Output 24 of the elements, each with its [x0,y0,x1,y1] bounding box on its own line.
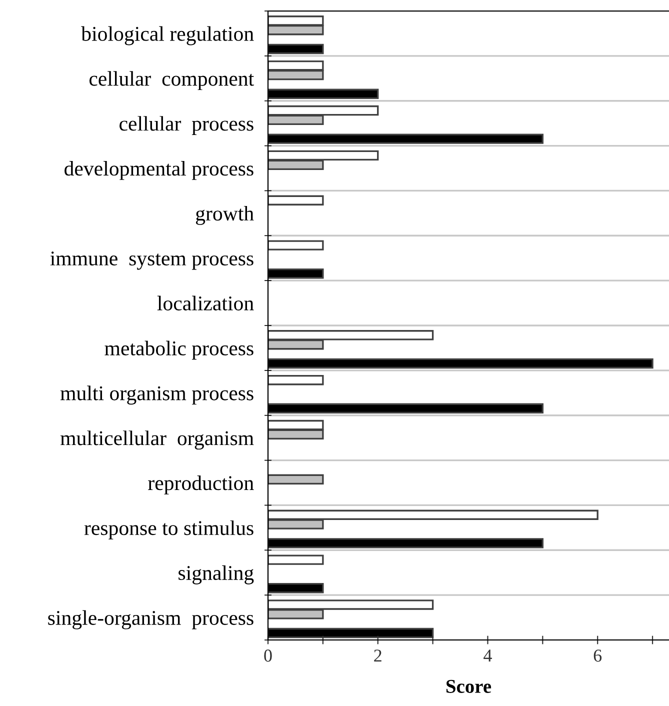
y-tick-label: signaling [178,565,254,584]
x-tick-label: 4 [484,650,492,662]
bar [268,554,324,565]
y-tick-label: multicellular organism [60,430,254,450]
y-tick-label: multi organism process [60,386,254,405]
bar [268,195,324,206]
x-axis-title: Score [446,680,492,693]
y-tick-label: immune system process [50,252,254,270]
y-tick-label: cellular component [89,71,254,90]
y-tick-label: biological regulation [81,26,254,46]
y-tick-label: response to stimulus [84,520,254,540]
y-tick-label: growth [196,206,254,225]
y-tick-label: localization [157,296,254,310]
y-tick-label: developmental process [64,161,254,180]
x-tick-label: 2 [374,650,382,662]
bar [268,240,324,250]
y-tick-label: single-organism process [48,610,254,630]
x-tick-label: 0 [264,650,272,662]
y-tick-label: cellular process [120,116,254,135]
bar [268,474,324,484]
y-tick-label: reproduction [148,476,254,494]
bar [268,374,324,386]
y-tick-label: metabolic process [104,340,254,360]
x-tick-label: 6 [594,650,602,662]
